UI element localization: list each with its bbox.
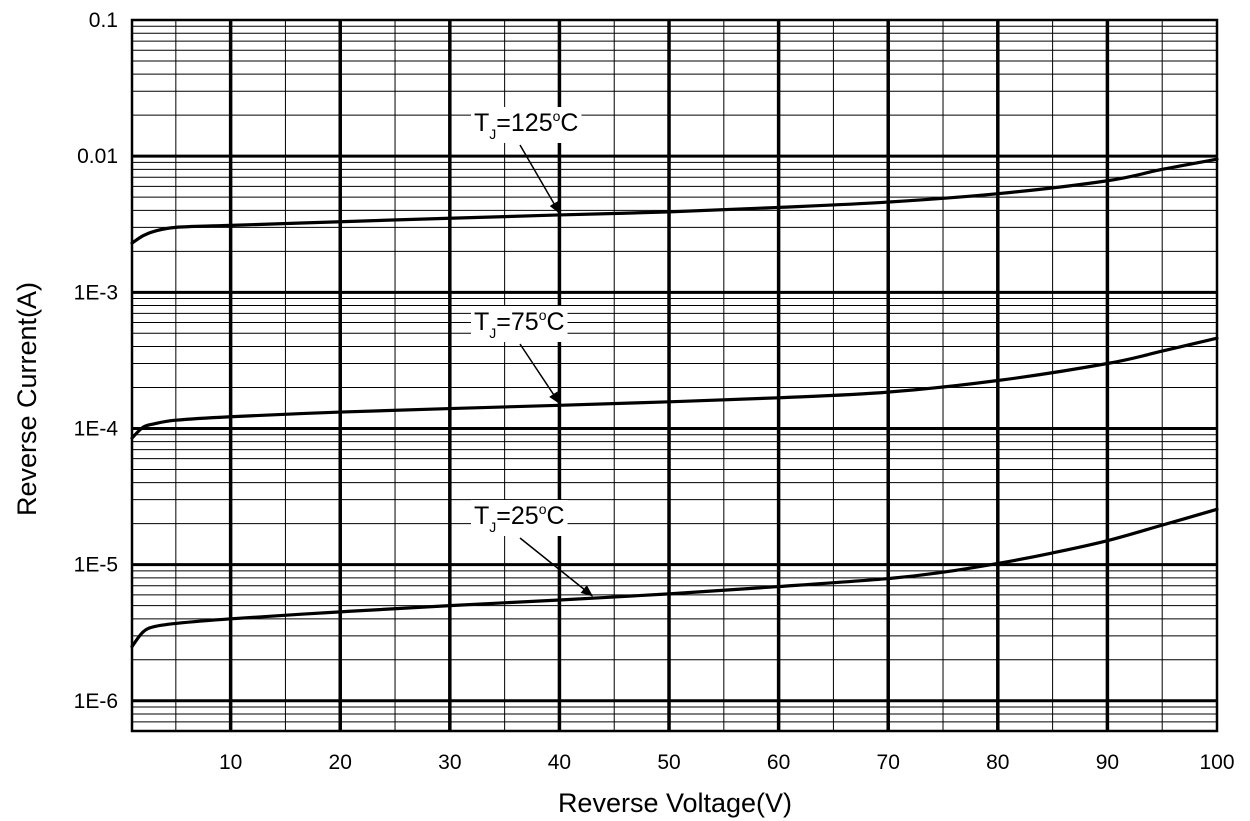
annotation-arrow (519, 343, 561, 405)
series-line-3 (130, 507, 1219, 649)
y-tick-label: 1E-4 (74, 417, 119, 440)
x-tick-label: 90 (1096, 751, 1119, 774)
label-subscript: J (489, 126, 496, 142)
series-layer (130, 157, 1219, 649)
x-axis-tick-labels: 10 20 30 40 50 60 70 80 90 100 (219, 751, 1235, 774)
major-grid (132, 20, 1217, 731)
label-degree: o (553, 108, 561, 124)
annotation-backdrop (471, 500, 568, 536)
y-tick-label: 1E-5 (74, 554, 118, 577)
label-t: T (474, 109, 489, 137)
y-tick-label: 0.1 (89, 9, 118, 32)
label-value: =125 (496, 109, 552, 137)
annotation-backdrop (471, 306, 568, 342)
series-label: TJ=125oC (474, 108, 578, 142)
annotation-arrow (519, 537, 594, 597)
label-subscript: J (489, 519, 496, 535)
series-line-1 (130, 157, 1219, 245)
annotation-arrow (519, 144, 561, 214)
series-label: TJ=25oC (474, 501, 565, 535)
series-label: TJ=75oC (474, 307, 565, 341)
label-t: T (474, 502, 489, 530)
series-annotation-3: TJ=25oC (471, 500, 594, 597)
label-degree: o (539, 307, 547, 323)
y-axis-title: Reverse Current(A) (12, 282, 42, 516)
label-unit: C (547, 502, 565, 530)
label-unit: C (547, 308, 565, 336)
y-axis-tick-labels: 1E-6 1E-5 1E-4 1E-3 0.01 0.1 (74, 9, 119, 713)
x-tick-label: 100 (1199, 751, 1234, 774)
label-degree: o (539, 501, 547, 517)
minor-grid (132, 20, 1217, 732)
x-axis-title: Reverse Voltage(V) (558, 788, 792, 818)
plot-frame (130, 18, 1219, 733)
x-tick-label: 40 (548, 751, 571, 774)
label-subscript: J (489, 325, 496, 341)
series-line-2 (130, 336, 1219, 440)
x-tick-label: 30 (438, 751, 461, 774)
series-annotation-2: TJ=75oC (471, 306, 568, 405)
label-unit: C (560, 109, 578, 137)
x-tick-label: 50 (657, 751, 680, 774)
annotation-backdrop (471, 107, 582, 143)
y-tick-label: 0.01 (77, 145, 118, 168)
x-tick-label: 60 (767, 751, 790, 774)
y-tick-label: 1E-3 (74, 281, 118, 304)
x-tick-label: 80 (986, 751, 1009, 774)
x-tick-label: 70 (877, 751, 900, 774)
x-tick-label: 20 (329, 751, 352, 774)
x-tick-label: 10 (219, 751, 242, 774)
label-value: =25 (496, 502, 538, 530)
label-value: =75 (496, 308, 538, 336)
y-tick-label: 1E-6 (74, 690, 118, 713)
label-t: T (474, 308, 489, 336)
series-annotation-1: TJ=125oC (471, 107, 582, 214)
